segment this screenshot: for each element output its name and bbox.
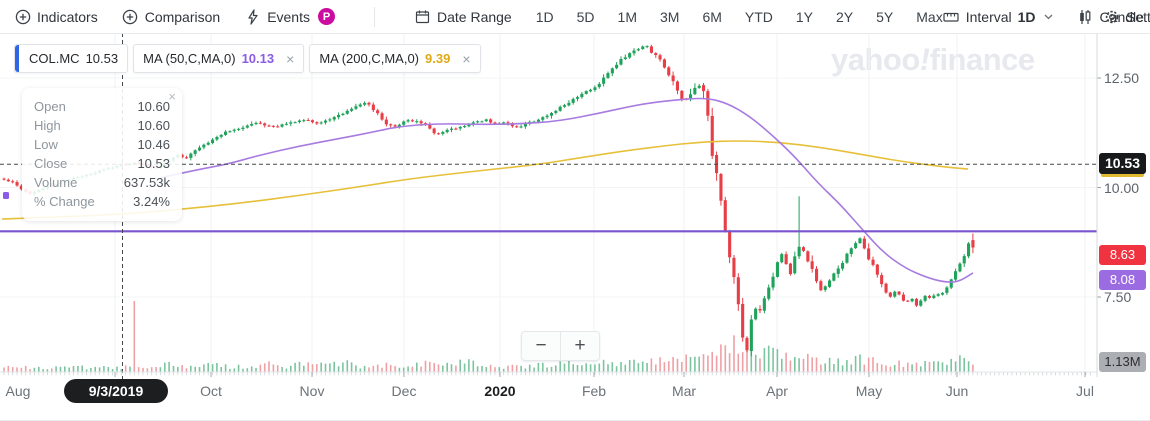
tooltip-row: Volume 637.53k [34, 173, 170, 192]
indicators-label: Indicators [37, 8, 98, 25]
date-tick-label-2020: 2020 [484, 383, 516, 399]
low-value: 10.46 [137, 137, 170, 152]
date-tick-label-Apr: Apr [766, 383, 788, 399]
range-button-1D[interactable]: 1D [535, 8, 554, 25]
candlestick-icon [1077, 8, 1094, 25]
ruler-icon [943, 8, 960, 25]
premium-badge: P [318, 8, 335, 25]
circle-plus-icon [14, 8, 31, 25]
date-range-label: Date Range [437, 8, 512, 25]
symbol-chip-value: 10.53 [85, 51, 119, 66]
crosshair-price-badge: 10.53 [1099, 152, 1146, 174]
chart-toolbar: Indicators Comparison Events P D [0, 0, 1150, 34]
toolbar-divider [374, 6, 375, 27]
range-button-6M[interactable]: 6M [702, 8, 722, 25]
tooltip-row: Close 10.53 [34, 154, 170, 173]
date-tick-label-Jun: Jun [945, 383, 969, 399]
zoom-out-button[interactable]: − [521, 331, 561, 361]
last-volume-badge: 1.13M [1099, 352, 1146, 372]
settings-label: Settings [1126, 8, 1150, 25]
gear-icon [1103, 8, 1120, 25]
close-icon[interactable]: × [168, 89, 176, 104]
calendar-icon [414, 8, 431, 25]
close-icon[interactable]: × [462, 50, 471, 67]
volume-label: Volume [34, 175, 78, 190]
range-button-3M[interactable]: 3M [659, 8, 680, 25]
price-tick-label: 12.50 [1104, 70, 1140, 86]
interval-dropdown[interactable]: Interval 1D [943, 8, 1053, 25]
circle-plus-icon [122, 8, 139, 25]
lightning-bolt-icon [244, 8, 261, 25]
ma200-line [1, 140, 969, 220]
last-price-badge: 8.63 [1099, 245, 1146, 265]
crosshair-date-badge: 9/3/2019 [64, 379, 168, 403]
tooltip-row: Low 10.46 [34, 135, 170, 154]
symbol-chip-label: COL.MC [29, 51, 80, 66]
chart-type-label: Candle [1099, 8, 1144, 25]
ohlc-tooltip[interactable]: × Open 10.60 High 10.60 Low 10.46 Close 10.5… [22, 88, 182, 221]
settings-button[interactable]: Settings [1103, 0, 1150, 33]
high-value: 10.60 [137, 118, 170, 133]
indicators-button[interactable]: Indicators [14, 8, 98, 25]
ma200-chip-value: 9.39 [425, 51, 451, 66]
range-button-Max[interactable]: Max [916, 8, 943, 25]
date-tick-label-Jul: Jul [1076, 383, 1094, 399]
close-value: 10.53 [137, 156, 170, 171]
date-tick-label-Dec: Dec [391, 383, 417, 399]
ma50-chip-label: MA (50,C,MA,0) [143, 51, 236, 66]
chart-type-dropdown[interactable]: Candle [1077, 8, 1150, 25]
range-button-2Y[interactable]: 2Y [836, 8, 854, 25]
tooltip-row: High 10.60 [34, 116, 170, 135]
legend-chip-row: COL.MC 10.53 MA (50,C,MA,0) 10.13 × MA (… [14, 44, 481, 73]
pct-change-value: 3.24% [133, 194, 170, 209]
pct-change-label: % Change [34, 194, 95, 209]
range-button-5D[interactable]: 5D [576, 8, 595, 25]
events-label: Events [267, 8, 310, 25]
symbol-chip[interactable]: COL.MC 10.53 [14, 44, 129, 73]
zoom-controls: − + [521, 331, 600, 361]
yahoo-finance-watermark: yahoo!finance [831, 42, 1035, 77]
date-range-button[interactable]: Date Range [414, 8, 512, 25]
interval-value: 1D [1017, 8, 1036, 25]
range-button-1Y[interactable]: 1Y [795, 8, 814, 25]
range-button-1M[interactable]: 1M [617, 8, 637, 25]
ma50-value-badge: 8.08 [1099, 270, 1146, 290]
date-tick-label-Oct: Oct [200, 383, 222, 399]
comparison-label: Comparison [144, 8, 221, 25]
comparison-button[interactable]: Comparison [122, 8, 220, 25]
chevron-down-icon [1044, 14, 1053, 20]
ma50-chip-value: 10.13 [241, 51, 275, 66]
range-button-5Y[interactable]: 5Y [876, 8, 894, 25]
date-tick-label-Aug: Aug [5, 383, 31, 399]
date-tick-label-Nov: Nov [299, 383, 325, 399]
event-marker [3, 192, 9, 199]
date-tick-label-May: May [855, 383, 883, 399]
tooltip-row: Open 10.60 [34, 97, 170, 116]
tooltip-row: % Change 3.24% [34, 192, 170, 211]
open-label: Open [34, 99, 66, 114]
ma50-line [159, 97, 974, 283]
volume-value: 637.53k [123, 175, 170, 190]
high-label: High [34, 118, 61, 133]
series-color-bar [15, 45, 19, 72]
interval-label: Interval [965, 8, 1012, 25]
low-label: Low [34, 137, 58, 152]
ma200-chip-label: MA (200,C,MA,0) [319, 51, 420, 66]
ma50-chip[interactable]: MA (50,C,MA,0) 10.13 × [133, 44, 305, 73]
close-icon[interactable]: × [286, 50, 295, 67]
price-tick-label: 7.50 [1104, 289, 1132, 305]
open-value: 10.60 [137, 99, 170, 114]
zoom-in-button[interactable]: + [560, 331, 600, 361]
ma200-chip[interactable]: MA (200,C,MA,0) 9.39 × [309, 44, 481, 73]
close-label: Close [34, 156, 68, 171]
range-button-YTD[interactable]: YTD [744, 8, 773, 25]
date-tick-label-Mar: Mar [671, 383, 697, 399]
date-tick-label-Feb: Feb [581, 383, 607, 399]
range-button-group: 1D 5D 1M 3M 6M YTD 1Y 2Y 5Y Max [536, 9, 943, 25]
events-button[interactable]: Events P [244, 8, 335, 25]
price-tick-label: 10.00 [1104, 179, 1140, 196]
